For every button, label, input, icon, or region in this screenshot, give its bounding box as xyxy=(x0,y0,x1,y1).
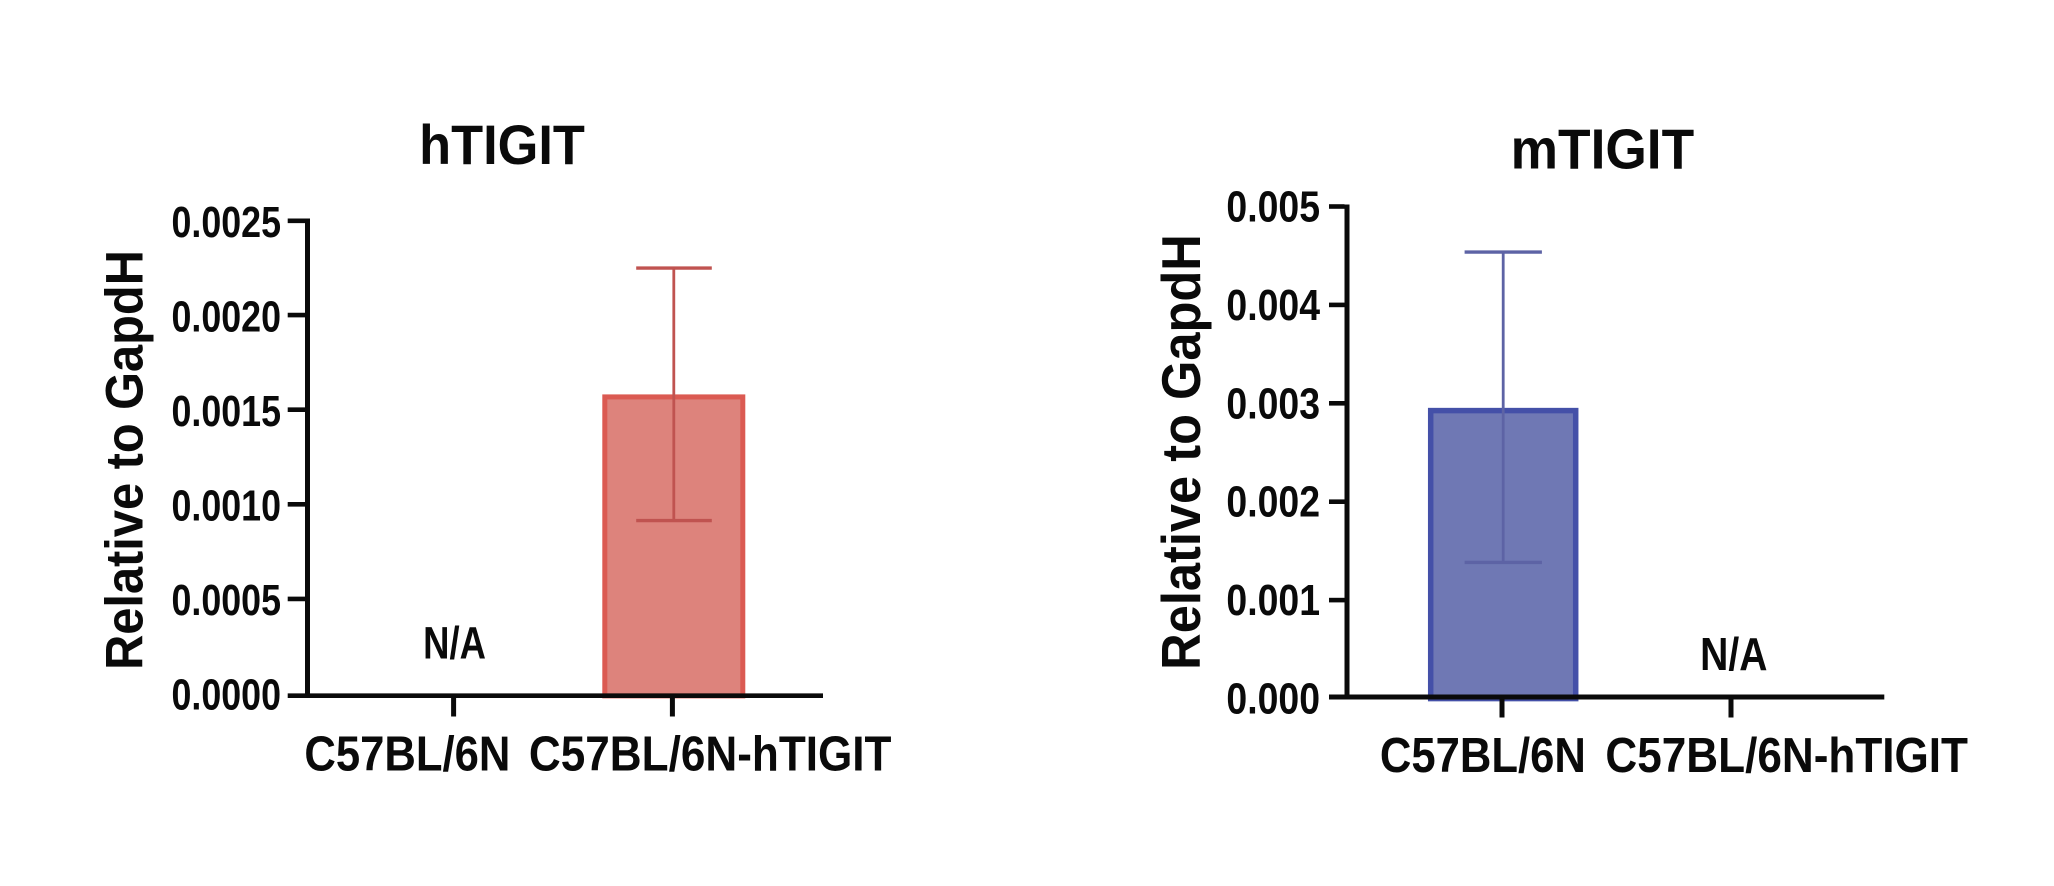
svg-text:0.000: 0.000 xyxy=(1226,674,1320,723)
svg-text:0.002: 0.002 xyxy=(1226,477,1320,526)
svg-text:0.0005: 0.0005 xyxy=(172,577,281,625)
svg-text:N/A: N/A xyxy=(1700,629,1767,681)
svg-text:0.0000: 0.0000 xyxy=(172,671,281,719)
svg-text:0.005: 0.005 xyxy=(1226,182,1320,231)
svg-text:hTIGIT: hTIGIT xyxy=(419,114,585,176)
svg-text:0.004: 0.004 xyxy=(1226,280,1320,329)
svg-text:C57BL/6N: C57BL/6N xyxy=(304,726,510,781)
svg-text:0.001: 0.001 xyxy=(1226,575,1320,624)
svg-text:0.0020: 0.0020 xyxy=(172,293,281,341)
svg-text:Relative to GapdH: Relative to GapdH xyxy=(95,250,154,670)
svg-text:C57BL/6N: C57BL/6N xyxy=(1380,728,1586,783)
svg-text:Relative to GapdH: Relative to GapdH xyxy=(1151,234,1212,670)
svg-text:C57BL/6N-hTIGIT: C57BL/6N-hTIGIT xyxy=(1605,728,1968,783)
svg-text:N/A: N/A xyxy=(423,618,486,669)
svg-text:0.003: 0.003 xyxy=(1226,379,1320,428)
svg-text:C57BL/6N-hTIGIT: C57BL/6N-hTIGIT xyxy=(529,726,892,781)
svg-text:0.0025: 0.0025 xyxy=(172,199,281,247)
svg-text:0.0015: 0.0015 xyxy=(172,388,281,436)
svg-text:mTIGIT: mTIGIT xyxy=(1511,117,1695,181)
svg-text:0.0010: 0.0010 xyxy=(172,482,281,530)
